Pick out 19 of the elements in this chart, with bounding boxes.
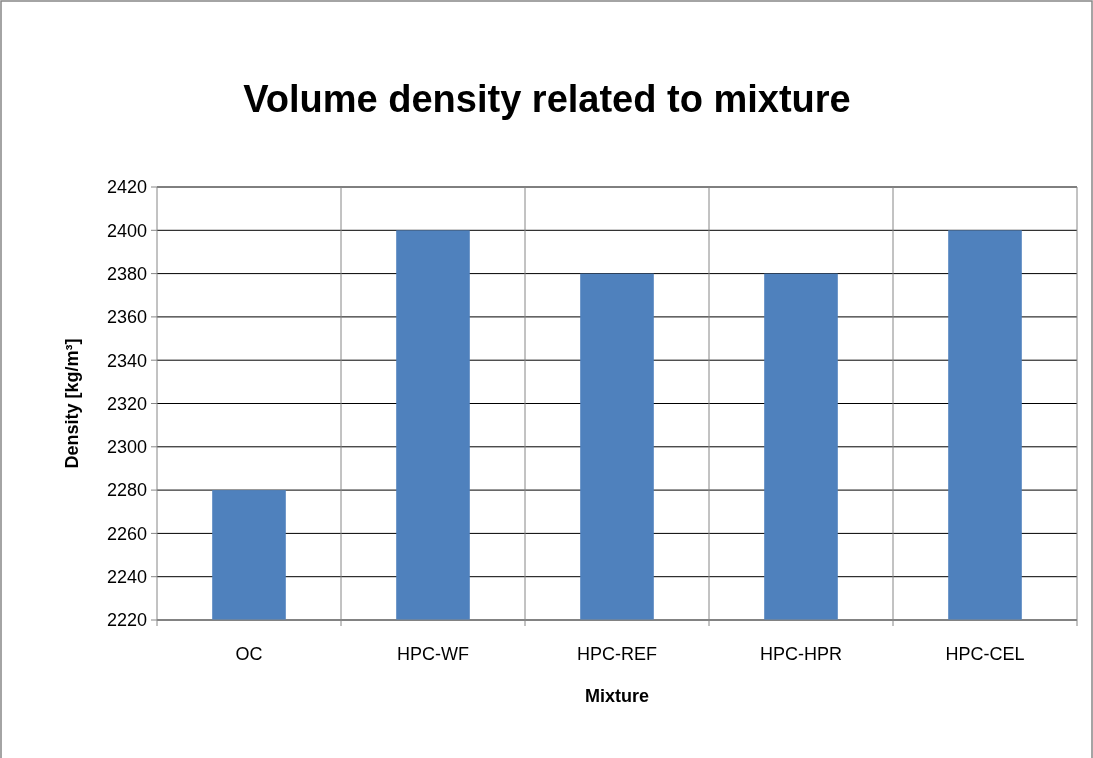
x-tick-label: HPC-CEL (945, 644, 1025, 664)
y-tick-label: 2240 (106, 567, 147, 587)
x-tick-label: HPC-HPR (759, 644, 843, 664)
y-tick-label: 2360 (106, 307, 147, 328)
x-tick-label: HPC-WF (397, 644, 469, 664)
x-tick-label: HPC-REF (577, 644, 657, 664)
y-tick-label: 2260 (106, 523, 147, 544)
chart-title: Volume density related to mixture (243, 78, 851, 120)
y-tick-label: 2400 (106, 220, 147, 241)
y-tick-label: 2420 (106, 177, 147, 198)
y-tick-label: 2340 (106, 350, 147, 371)
y-tick-label: 2320 (106, 393, 147, 414)
y-tick-label: 2380 (106, 263, 147, 284)
x-axis-title: Mixture (584, 686, 650, 706)
y-tick-label: 2280 (106, 480, 147, 501)
y-axis-title: Density [kg/m³] (62, 338, 82, 469)
y-tick-label: 2300 (106, 437, 147, 458)
y-tick-label: 2220 (106, 610, 147, 631)
x-tick-label: OC (235, 644, 263, 664)
